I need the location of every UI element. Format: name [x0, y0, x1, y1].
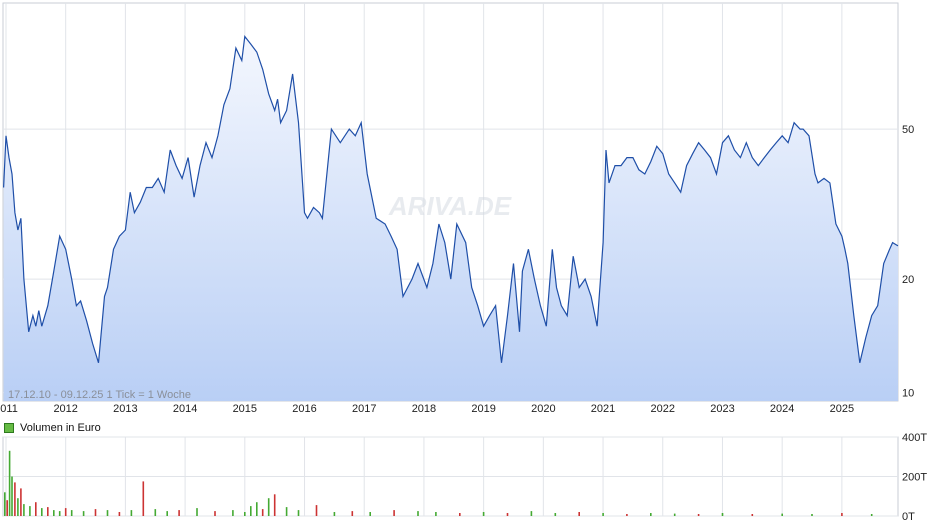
x-tick-label: 2023 [710, 403, 734, 415]
volume-bar [11, 476, 13, 516]
volume-bar [811, 514, 813, 516]
volume-bar [297, 510, 300, 516]
volume-bar [70, 510, 73, 516]
volume-bar [870, 514, 873, 516]
volume-bar [17, 498, 19, 516]
volume-bar [393, 510, 395, 516]
volume-bar [721, 513, 724, 516]
volume-bar [267, 498, 270, 516]
volume-bar [351, 511, 354, 516]
volume-bar [214, 511, 216, 516]
volume-bar [29, 506, 31, 516]
volume-bar [106, 510, 109, 516]
volume-bar [142, 481, 145, 516]
x-tick-label: 2013 [113, 403, 137, 415]
x-tick-label: 2015 [233, 403, 257, 415]
x-tick-label: 2024 [770, 403, 794, 415]
volume-bar [20, 488, 22, 516]
y-tick-label: 10 [902, 388, 914, 400]
volume-bar [261, 509, 264, 516]
volume-bar [578, 512, 580, 516]
price-area-fill [3, 36, 899, 401]
volume-bar [273, 494, 276, 516]
volume-bar [178, 510, 180, 516]
volume-bar [82, 511, 85, 516]
x-tick-label: 2025 [830, 403, 854, 415]
volume-bar [333, 512, 336, 516]
volume-bar [256, 502, 258, 516]
volume-bars [4, 450, 873, 516]
volume-legend-swatch [4, 423, 14, 433]
price-chart: ARIVA.DE 17.12.10 - 09.12.25 1 Tick = 1 … [2, 2, 914, 402]
volume-bar [244, 512, 246, 516]
volume-legend: Volumen in Euro [4, 422, 101, 434]
volume-bar [506, 513, 509, 516]
y-tick-label: 50 [902, 124, 914, 136]
volume-bar [58, 511, 61, 516]
volume-bar [64, 508, 67, 516]
volume-bar [4, 492, 6, 516]
volume-legend-label: Volumen in Euro [20, 422, 101, 434]
volume-bar [554, 513, 557, 516]
x-axis-labels: 2011 2012 2013 2014 2015 2016 2017 2018 2019 2020… [0, 403, 854, 415]
x-tick-label: 2014 [173, 403, 197, 415]
volume-bar [482, 512, 485, 516]
volume-bar [53, 510, 55, 516]
volume-bar [315, 505, 318, 516]
volume-bar [459, 513, 461, 516]
x-tick-label: 2019 [471, 403, 495, 415]
range-info-label: 17.12.10 - 09.12.25 1 Tick = 1 Woche [8, 389, 191, 401]
volume-bar [118, 512, 121, 516]
volume-y-tick-label: 400T [902, 432, 927, 444]
x-tick-label: 2017 [352, 403, 376, 415]
volume-bar [35, 502, 37, 516]
watermark: ARIVA.DE [388, 191, 512, 221]
volume-bar [781, 513, 783, 516]
volume-y-axis-labels: 0T 200T 400T [902, 432, 927, 523]
volume-bar [130, 510, 133, 516]
volume-bar [196, 508, 198, 516]
x-tick-label: 2020 [531, 403, 555, 415]
volume-bar [166, 511, 168, 516]
volume-bar [369, 512, 371, 516]
volume-bar [14, 482, 16, 516]
volume-bar [250, 506, 252, 516]
volume-bar [154, 509, 157, 516]
volume-bar [232, 510, 234, 516]
volume-bar [6, 500, 8, 516]
y-tick-label: 20 [902, 274, 914, 286]
volume-bar [8, 450, 11, 516]
volume-bar [417, 511, 419, 516]
volume-bar [47, 507, 49, 516]
volume-bar [697, 514, 700, 516]
x-tick-label: 2016 [292, 403, 316, 415]
volume-y-tick-label: 200T [902, 472, 927, 484]
volume-y-tick-label: 0T [902, 511, 915, 523]
volume-bar [530, 511, 533, 516]
volume-bar [841, 513, 843, 516]
volume-horizontal-gridlines [3, 436, 898, 517]
x-tick-label: 2018 [412, 403, 436, 415]
volume-bar [285, 507, 288, 516]
volume-bar [650, 513, 652, 516]
volume-bar [751, 514, 754, 516]
volume-bar [41, 508, 43, 516]
x-tick-label: 2011 [0, 403, 18, 415]
x-tick-label: 2022 [651, 403, 675, 415]
x-tick-label: 2012 [53, 403, 77, 415]
volume-bar [673, 513, 676, 516]
price-series-line [3, 35, 899, 363]
volume-chart: 0T 200T 400T [2, 432, 927, 523]
y-axis-labels: 10 20 50 [902, 124, 914, 400]
x-tick-label: 2021 [591, 403, 615, 415]
volume-bar [435, 512, 437, 516]
volume-bar [602, 513, 604, 516]
volume-bar [626, 514, 628, 516]
volume-bar [94, 509, 97, 516]
volume-bar [23, 504, 25, 516]
